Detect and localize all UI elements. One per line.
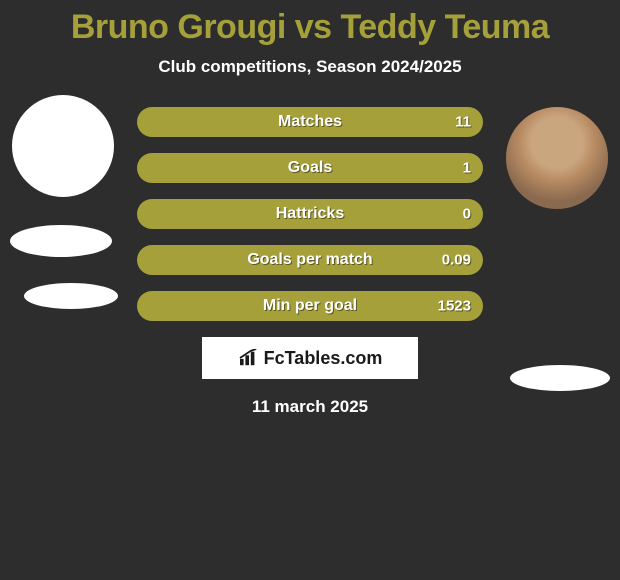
- chart-icon: [238, 349, 260, 367]
- stat-label: Matches: [278, 113, 342, 131]
- page-title: Bruno Grougi vs Teddy Teuma: [0, 0, 620, 47]
- player-left-avatar: [12, 95, 114, 197]
- stat-bar: Goals 1: [137, 153, 483, 183]
- decor-ellipse: [510, 365, 610, 391]
- player-right-face: [506, 107, 608, 209]
- stat-right-value: 1523: [438, 298, 471, 315]
- bars-container: Matches 11 Goals 1 Hattricks 0 Goals per match…: [137, 107, 483, 321]
- stat-bar: Matches 11: [137, 107, 483, 137]
- stat-right-value: 11: [455, 114, 471, 131]
- stat-bar: Hattricks 0: [137, 199, 483, 229]
- brand-name: FcTables.com: [264, 348, 383, 369]
- stat-label: Min per goal: [263, 297, 357, 315]
- stat-right-value: 1: [463, 160, 471, 177]
- stat-label: Goals: [288, 159, 332, 177]
- stat-label: Hattricks: [276, 205, 344, 223]
- decor-ellipse: [24, 283, 118, 309]
- stat-right-value: 0: [463, 206, 471, 223]
- comparison-chart: Matches 11 Goals 1 Hattricks 0 Goals per match…: [0, 107, 620, 417]
- decor-ellipse: [10, 225, 112, 257]
- player-right-avatar: [506, 107, 608, 209]
- stat-label: Goals per match: [247, 251, 372, 269]
- date-label: 11 march 2025: [0, 397, 620, 417]
- stat-right-value: 0.09: [442, 252, 471, 269]
- stat-bar: Min per goal 1523: [137, 291, 483, 321]
- brand-box: FcTables.com: [202, 337, 418, 379]
- subtitle: Club competitions, Season 2024/2025: [0, 57, 620, 77]
- stat-bar: Goals per match 0.09: [137, 245, 483, 275]
